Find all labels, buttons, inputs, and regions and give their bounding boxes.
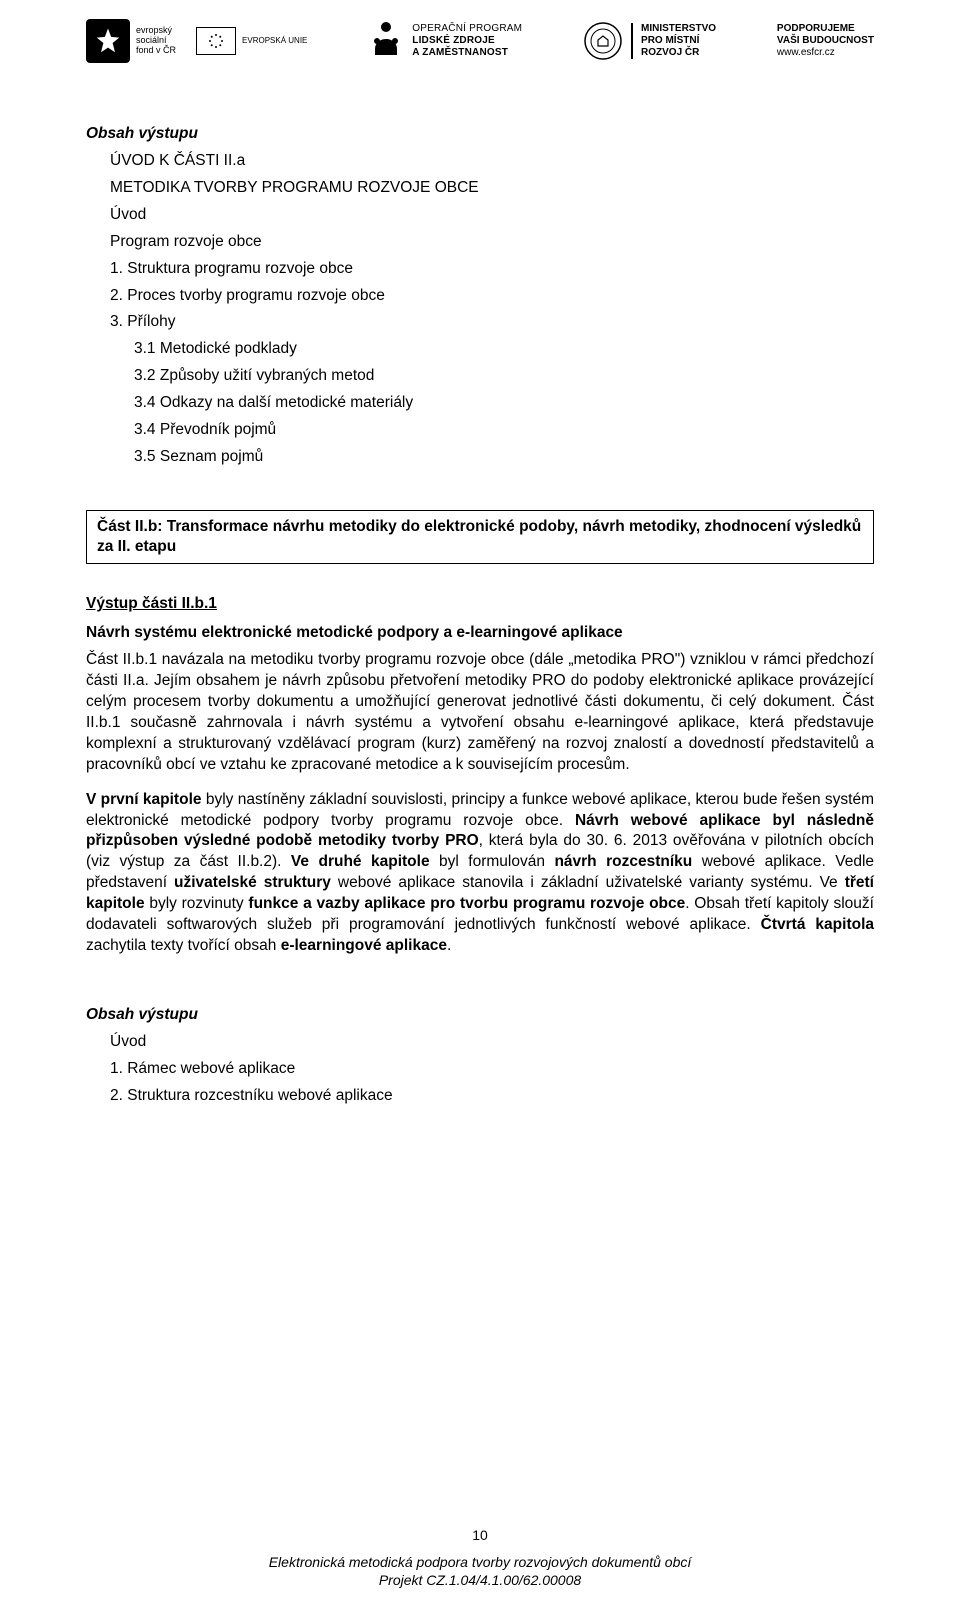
op-person-icon xyxy=(368,18,404,64)
logo-mmr: MINISTERSTVO PRO MÍSTNÍ ROZVOJ ČR xyxy=(583,21,716,61)
p2p: zachytila texty tvořící obsah xyxy=(86,937,281,954)
p2a: V první kapitole xyxy=(86,791,202,808)
support-line2: VAŠI BUDOUCNOST xyxy=(777,35,874,47)
toc-item: 3. Přílohy xyxy=(110,312,874,333)
toc-item: Úvod xyxy=(110,1032,874,1053)
toc-item: ÚVOD K ČÁSTI II.a xyxy=(110,151,874,172)
eu-flag-icon xyxy=(196,27,236,55)
paragraph-2: V první kapitole byly nastíněny základní… xyxy=(86,790,874,957)
mmr-line1: MINISTERSTVO xyxy=(641,23,716,35)
op-text: OPERAČNÍ PROGRAM LIDSKÉ ZDROJE A ZAMĚSTN… xyxy=(412,23,522,59)
support-line1: PODPORUJEME xyxy=(777,23,874,35)
esf-star-icon xyxy=(86,19,130,63)
paragraph-1: Část II.b.1 navázala na metodiku tvorby … xyxy=(86,650,874,776)
para1-text: Část II.b.1 navázala na metodiku tvorby … xyxy=(86,651,874,773)
op-line3: A ZAMĚSTNANOST xyxy=(412,47,522,59)
section-box: Část II.b: Transformace návrhu metodiky … xyxy=(86,510,874,564)
p2q: e-learningové aplikace xyxy=(281,937,447,954)
toc-item: 1. Struktura programu rozvoje obce xyxy=(110,259,874,280)
support-text: PODPORUJEME VAŠI BUDOUCNOST www.esfcr.cz xyxy=(777,23,874,59)
page: evropský sociální fond v ČR EVROPSKÁ UNI… xyxy=(0,0,960,1617)
toc-item: METODIKA TVORBY PROGRAMU ROZVOJE OBCE xyxy=(110,178,874,199)
footer-line1: Elektronická metodická podpora tvorby ro… xyxy=(0,1553,960,1571)
mmr-line3: ROZVOJ ČR xyxy=(641,47,716,59)
page-number: 10 xyxy=(0,1527,960,1543)
support-line3: www.esfcr.cz xyxy=(777,47,874,59)
content: Obsah výstupu ÚVOD K ČÁSTI II.a METODIKA… xyxy=(86,124,874,1107)
p2j: webové aplikace stanovila i základní uži… xyxy=(331,874,845,891)
logo-op: OPERAČNÍ PROGRAM LIDSKÉ ZDROJE A ZAMĚSTN… xyxy=(368,18,522,64)
section2-title: Obsah výstupu xyxy=(86,1005,874,1026)
toc-subitem: 3.4 Odkazy na další metodické materiály xyxy=(134,393,874,414)
mmr-line2: PRO MÍSTNÍ xyxy=(641,35,716,47)
logo-esf: evropský sociální fond v ČR EVROPSKÁ UNI… xyxy=(86,19,307,63)
toc-item: 2. Proces tvorby programu rozvoje obce xyxy=(110,286,874,307)
p2g: návrh rozcestníku xyxy=(554,853,692,870)
p2o: Čtvrtá kapitola xyxy=(761,916,874,933)
mmr-seal-icon xyxy=(583,21,623,61)
eu-text: EVROPSKÁ UNIE xyxy=(242,37,307,46)
logo-strip: evropský sociální fond v ČR EVROPSKÁ UNI… xyxy=(86,18,874,88)
p2f: byl formulován xyxy=(430,853,555,870)
p2e: Ve druhé kapitole xyxy=(291,853,430,870)
section1-title: Obsah výstupu xyxy=(86,124,874,145)
esf-line3: fond v ČR xyxy=(136,46,176,56)
p2m: funkce a vazby aplikace pro tvorbu progr… xyxy=(248,895,685,912)
footer: 10 Elektronická metodická podpora tvorby… xyxy=(0,1527,960,1589)
toc-subitem: 3.1 Metodické podklady xyxy=(134,339,874,360)
esf-text: evropský sociální fond v ČR xyxy=(136,26,176,56)
op-line1: OPERAČNÍ PROGRAM xyxy=(412,23,522,35)
toc-item: Program rozvoje obce xyxy=(110,232,874,253)
toc-subitem: 3.4 Převodník pojmů xyxy=(134,420,874,441)
toc-subitem: 3.5 Seznam pojmů xyxy=(134,447,874,468)
output-subhead: Návrh systému elektronické metodické pod… xyxy=(86,623,874,644)
op-line2: LIDSKÉ ZDROJE xyxy=(412,35,522,47)
toc-item: 2. Struktura rozcestníku webové aplikace xyxy=(110,1086,874,1107)
p2i: uživatelské struktury xyxy=(174,874,331,891)
toc-item: 1. Rámec webové aplikace xyxy=(110,1059,874,1080)
p2l: byly rozvinuty xyxy=(145,895,249,912)
footer-line2: Projekt CZ.1.04/4.1.00/62.00008 xyxy=(0,1571,960,1589)
toc-item: Úvod xyxy=(110,205,874,226)
output-heading: Výstup části II.b.1 xyxy=(86,594,874,615)
mmr-text: MINISTERSTVO PRO MÍSTNÍ ROZVOJ ČR xyxy=(631,23,716,59)
p2r: . xyxy=(447,937,451,954)
toc-subitem: 3.2 Způsoby užití vybraných metod xyxy=(134,366,874,387)
